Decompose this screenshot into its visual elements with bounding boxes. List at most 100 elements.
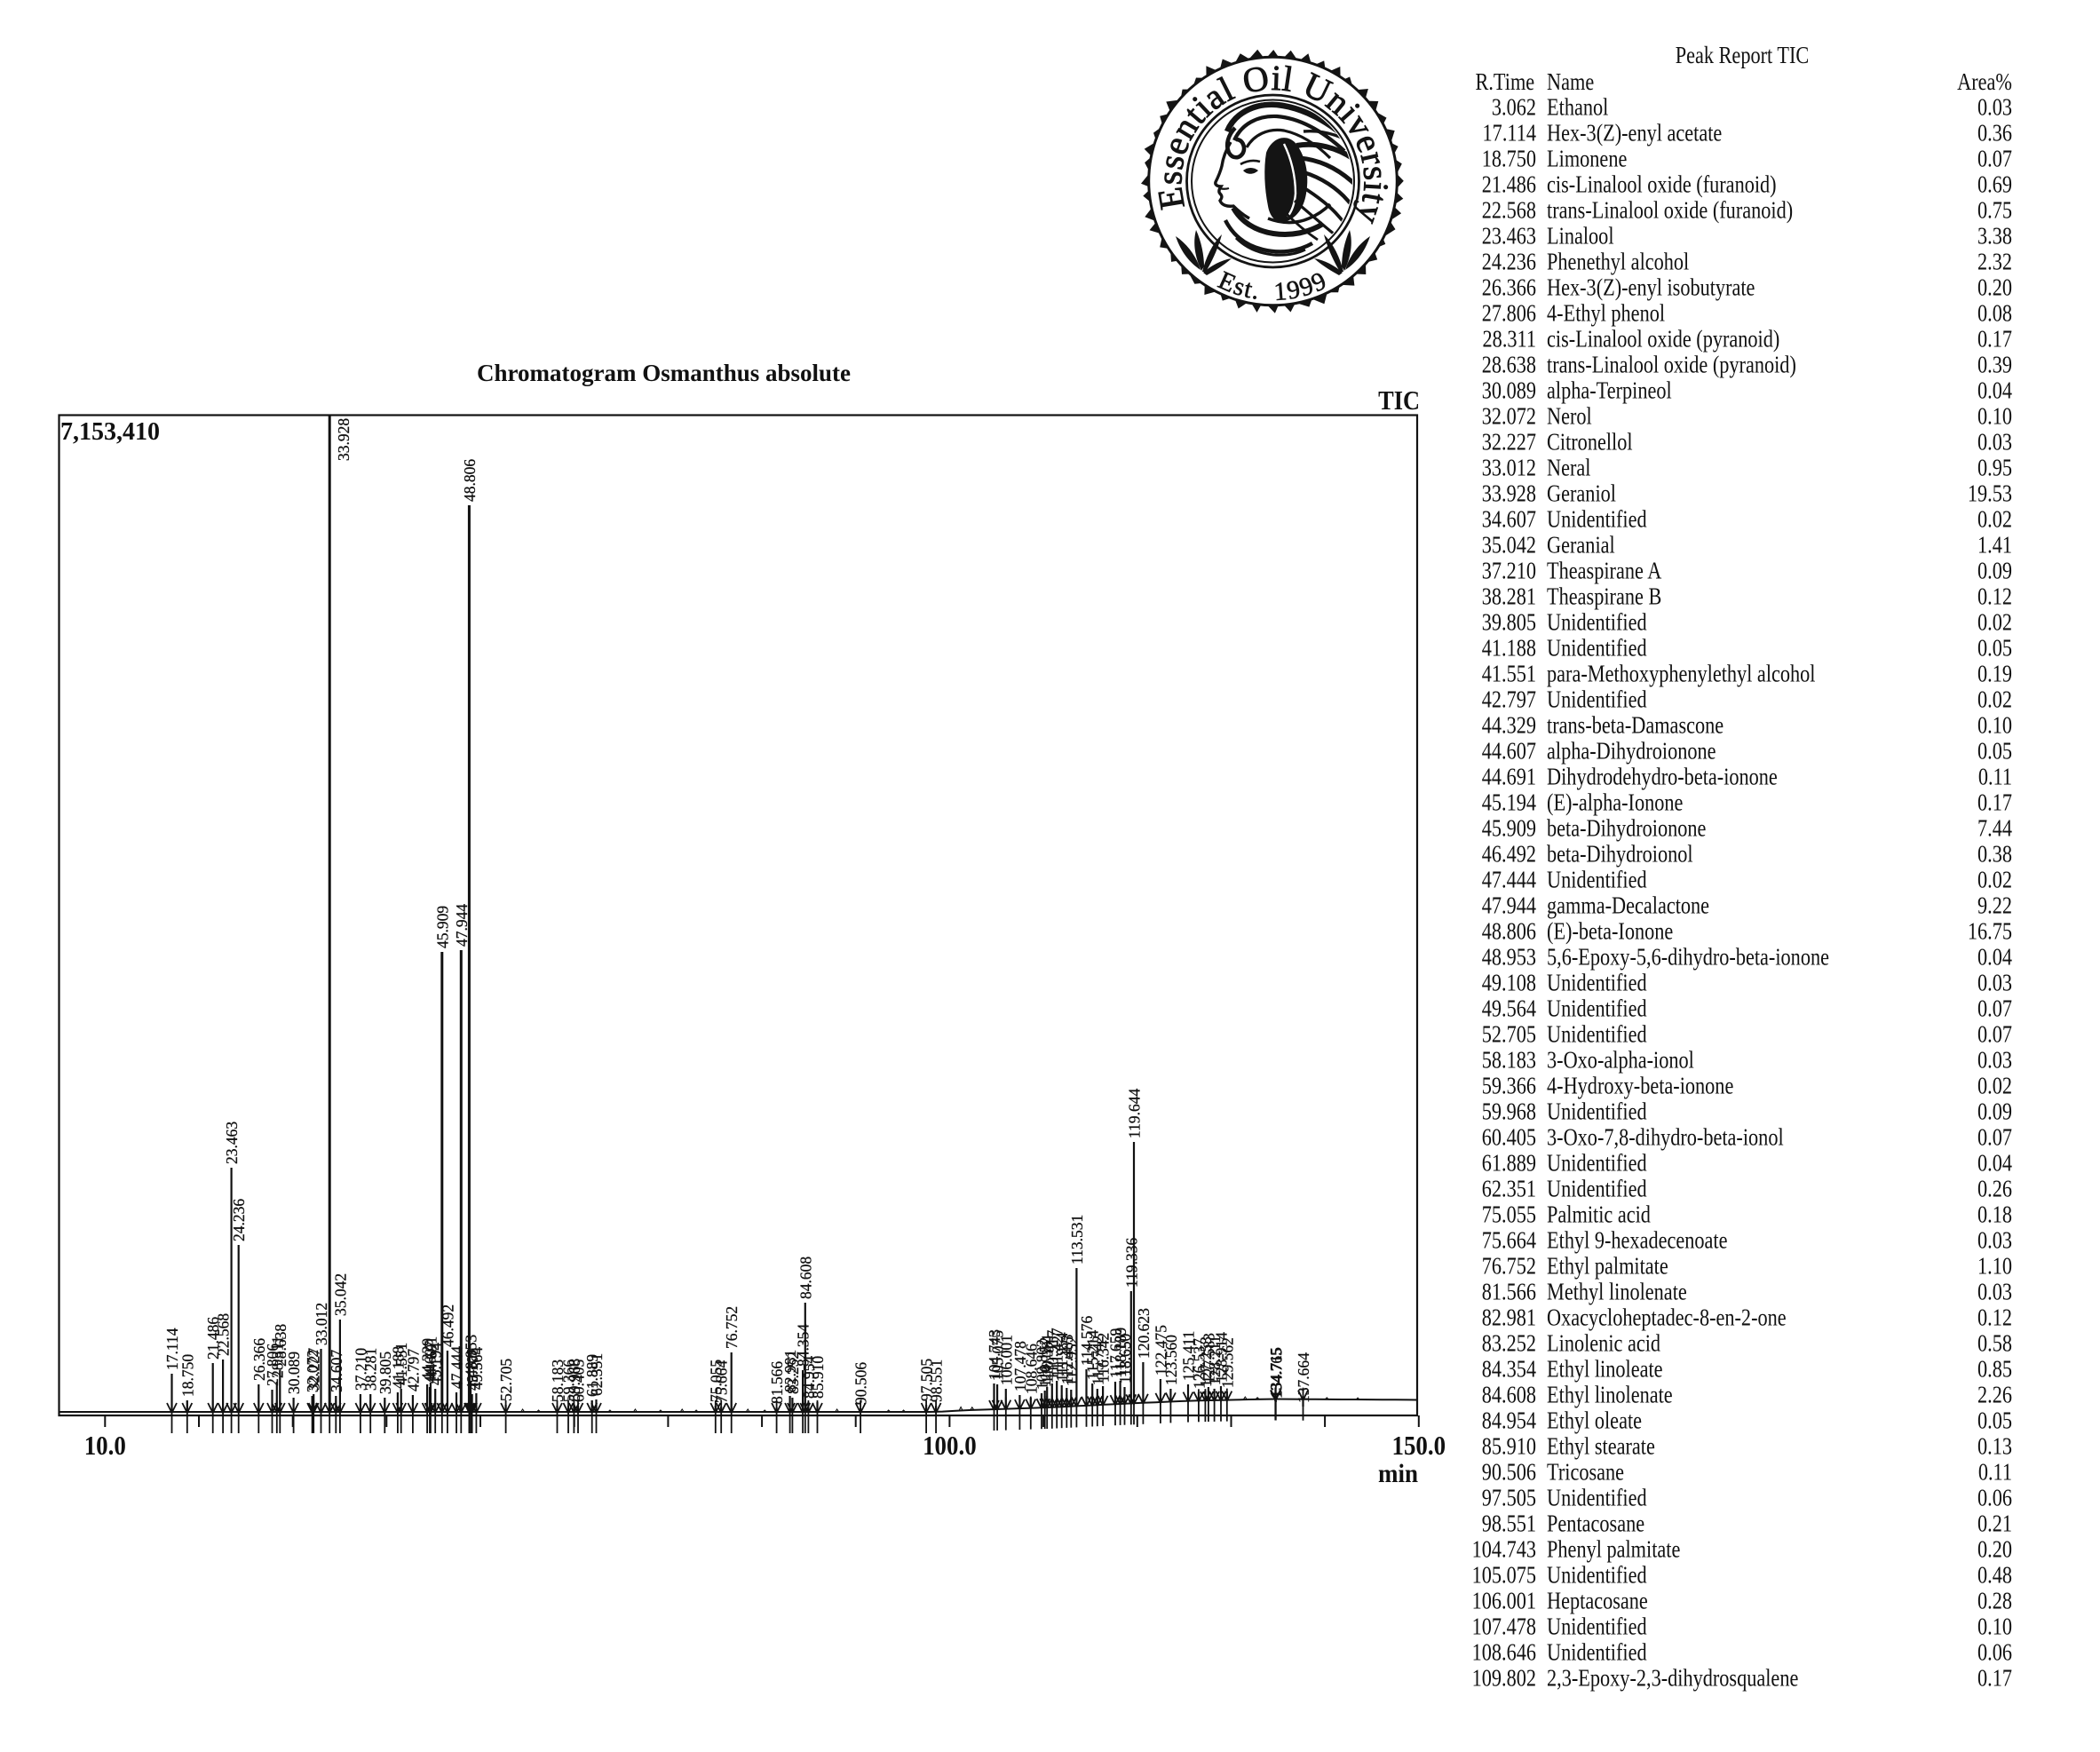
svg-text:0.85: 0.85 bbox=[1977, 1356, 2012, 1382]
svg-text:37.210: 37.210 bbox=[352, 1348, 369, 1391]
svg-text:16.75: 16.75 bbox=[1968, 918, 2012, 944]
svg-text:Ethyl oleate: Ethyl oleate bbox=[1547, 1407, 1642, 1433]
svg-text:44.329: 44.329 bbox=[419, 1338, 437, 1381]
svg-text:107.478: 107.478 bbox=[1011, 1341, 1029, 1391]
svg-text:0.11: 0.11 bbox=[1978, 764, 2012, 789]
svg-text:3.38: 3.38 bbox=[1977, 223, 2012, 249]
svg-text:60.405: 60.405 bbox=[1482, 1124, 1536, 1150]
svg-text:Unidentified: Unidentified bbox=[1547, 1098, 1647, 1124]
svg-text:0.12: 0.12 bbox=[1977, 583, 2012, 609]
svg-text:76.752: 76.752 bbox=[1482, 1253, 1536, 1279]
svg-text:17.114: 17.114 bbox=[1483, 120, 1536, 146]
svg-text:111.427: 111.427 bbox=[1049, 1328, 1066, 1377]
svg-text:0.19: 0.19 bbox=[1977, 661, 2012, 686]
svg-text:beta-Dihydroionol: beta-Dihydroionol bbox=[1547, 841, 1693, 867]
svg-text:Hex-3(Z)-enyl acetate: Hex-3(Z)-enyl acetate bbox=[1547, 120, 1722, 146]
svg-text:Nerol: Nerol bbox=[1547, 403, 1592, 429]
svg-text:84.954: 84.954 bbox=[1482, 1407, 1536, 1433]
svg-text:46.492: 46.492 bbox=[1482, 841, 1536, 867]
svg-text:84.608: 84.608 bbox=[796, 1257, 814, 1299]
svg-text:75.055: 75.055 bbox=[1482, 1201, 1536, 1227]
svg-text:83.252: 83.252 bbox=[1482, 1330, 1536, 1356]
svg-text:33.012: 33.012 bbox=[313, 1303, 330, 1345]
svg-text:0.02: 0.02 bbox=[1977, 867, 2012, 892]
svg-text:26.366: 26.366 bbox=[250, 1338, 268, 1381]
svg-text:59.366: 59.366 bbox=[560, 1360, 578, 1402]
svg-text:84.354: 84.354 bbox=[1482, 1356, 1536, 1382]
svg-text:R.Time: R.Time bbox=[1476, 69, 1535, 95]
svg-text:115.742: 115.742 bbox=[1089, 1336, 1106, 1385]
svg-text:58.183: 58.183 bbox=[1482, 1047, 1536, 1073]
svg-text:34.607: 34.607 bbox=[328, 1350, 345, 1392]
svg-text:Unidentified: Unidentified bbox=[1547, 609, 1647, 635]
svg-text:32.072: 32.072 bbox=[304, 1350, 321, 1392]
svg-text:21.486: 21.486 bbox=[1482, 171, 1536, 197]
svg-text:44.607: 44.607 bbox=[422, 1341, 440, 1383]
svg-text:Geraniol: Geraniol bbox=[1547, 480, 1616, 506]
svg-text:3.062: 3.062 bbox=[1492, 94, 1536, 120]
svg-text:82.981: 82.981 bbox=[781, 1350, 799, 1392]
svg-text:81.566: 81.566 bbox=[768, 1361, 786, 1404]
svg-text:Geranial: Geranial bbox=[1547, 532, 1615, 558]
svg-text:107.478: 107.478 bbox=[1472, 1613, 1536, 1639]
svg-text:2.26: 2.26 bbox=[1977, 1382, 2012, 1407]
svg-text:59.968: 59.968 bbox=[1482, 1098, 1536, 1124]
svg-text:76.752: 76.752 bbox=[723, 1306, 741, 1349]
svg-text:32.227: 32.227 bbox=[1482, 429, 1536, 455]
svg-text:97.505: 97.505 bbox=[918, 1359, 936, 1401]
svg-text:21.486: 21.486 bbox=[204, 1317, 222, 1360]
svg-text:42.797: 42.797 bbox=[1482, 686, 1536, 712]
svg-text:Peak Report TIC: Peak Report TIC bbox=[1676, 43, 1810, 68]
svg-text:44.607: 44.607 bbox=[1482, 738, 1536, 764]
svg-text:30.089: 30.089 bbox=[1482, 377, 1536, 403]
svg-text:97.505: 97.505 bbox=[1482, 1485, 1536, 1510]
svg-text:49.108: 49.108 bbox=[1482, 970, 1536, 995]
svg-text:0.07: 0.07 bbox=[1977, 995, 2012, 1021]
svg-text:Phenyl palmitate: Phenyl palmitate bbox=[1547, 1536, 1680, 1562]
svg-text:22.568: 22.568 bbox=[215, 1313, 233, 1356]
svg-text:75.664: 75.664 bbox=[1482, 1227, 1536, 1253]
svg-text:49.108: 49.108 bbox=[464, 1348, 481, 1391]
svg-text:Ethyl stearate: Ethyl stearate bbox=[1547, 1433, 1655, 1459]
svg-text:3-Oxo-7,8-dihydro-beta-ionol: 3-Oxo-7,8-dihydro-beta-ionol bbox=[1547, 1124, 1784, 1150]
svg-text:100.0: 100.0 bbox=[923, 1431, 977, 1461]
svg-text:59.366: 59.366 bbox=[1482, 1073, 1536, 1098]
svg-text:0.10: 0.10 bbox=[1977, 712, 2012, 738]
svg-text:0.02: 0.02 bbox=[1977, 1073, 2012, 1098]
svg-text:46.492: 46.492 bbox=[439, 1304, 456, 1347]
svg-text:0.48: 0.48 bbox=[1977, 1562, 2012, 1588]
svg-text:116.342: 116.342 bbox=[1095, 1333, 1113, 1383]
svg-text:0.05: 0.05 bbox=[1977, 738, 2012, 764]
svg-text:Ethyl 9-hexadecenoate: Ethyl 9-hexadecenoate bbox=[1547, 1227, 1727, 1253]
svg-text:44.691: 44.691 bbox=[1482, 764, 1536, 789]
svg-text:41.551: 41.551 bbox=[392, 1343, 410, 1385]
svg-text:26.366: 26.366 bbox=[1482, 274, 1536, 300]
svg-text:32.072: 32.072 bbox=[1482, 403, 1536, 429]
svg-text:Unidentified: Unidentified bbox=[1547, 867, 1647, 892]
svg-text:(E)-alpha-Ionone: (E)-alpha-Ionone bbox=[1547, 789, 1683, 815]
svg-text:110.391: 110.391 bbox=[1039, 1334, 1057, 1383]
svg-text:trans-Linalool oxide (furanoid: trans-Linalool oxide (furanoid) bbox=[1547, 197, 1793, 223]
svg-text:Unidentified: Unidentified bbox=[1547, 1021, 1647, 1047]
svg-text:112.483: 112.483 bbox=[1058, 1335, 1076, 1384]
svg-text:85.910: 85.910 bbox=[1482, 1433, 1536, 1459]
svg-text:0.02: 0.02 bbox=[1977, 506, 2012, 532]
svg-text:134.715: 134.715 bbox=[1267, 1347, 1285, 1398]
svg-text:0.04: 0.04 bbox=[1977, 944, 2012, 970]
svg-text:Name: Name bbox=[1547, 69, 1594, 95]
svg-text:TIC: TIC bbox=[1378, 385, 1420, 416]
svg-text:para-Methoxyphenylethyl alcoho: para-Methoxyphenylethyl alcohol bbox=[1547, 661, 1816, 686]
svg-text:33.012: 33.012 bbox=[1482, 455, 1536, 480]
svg-text:110.917: 110.917 bbox=[1043, 1330, 1061, 1380]
svg-text:Unidentified: Unidentified bbox=[1547, 1485, 1647, 1510]
svg-text:Unidentified: Unidentified bbox=[1547, 1613, 1647, 1639]
svg-text:104.743: 104.743 bbox=[1472, 1536, 1536, 1562]
svg-text:38.281: 38.281 bbox=[1482, 583, 1536, 609]
svg-text:Citronellol: Citronellol bbox=[1547, 429, 1633, 455]
svg-text:83.252: 83.252 bbox=[784, 1352, 802, 1394]
svg-text:120.623: 120.623 bbox=[1135, 1308, 1153, 1359]
svg-text:7.44: 7.44 bbox=[1977, 815, 2012, 841]
svg-text:0.07: 0.07 bbox=[1977, 1021, 2012, 1047]
svg-text:cis-Linalool oxide (pyranoid): cis-Linalool oxide (pyranoid) bbox=[1547, 326, 1779, 352]
svg-text:Linalool: Linalool bbox=[1547, 223, 1614, 249]
